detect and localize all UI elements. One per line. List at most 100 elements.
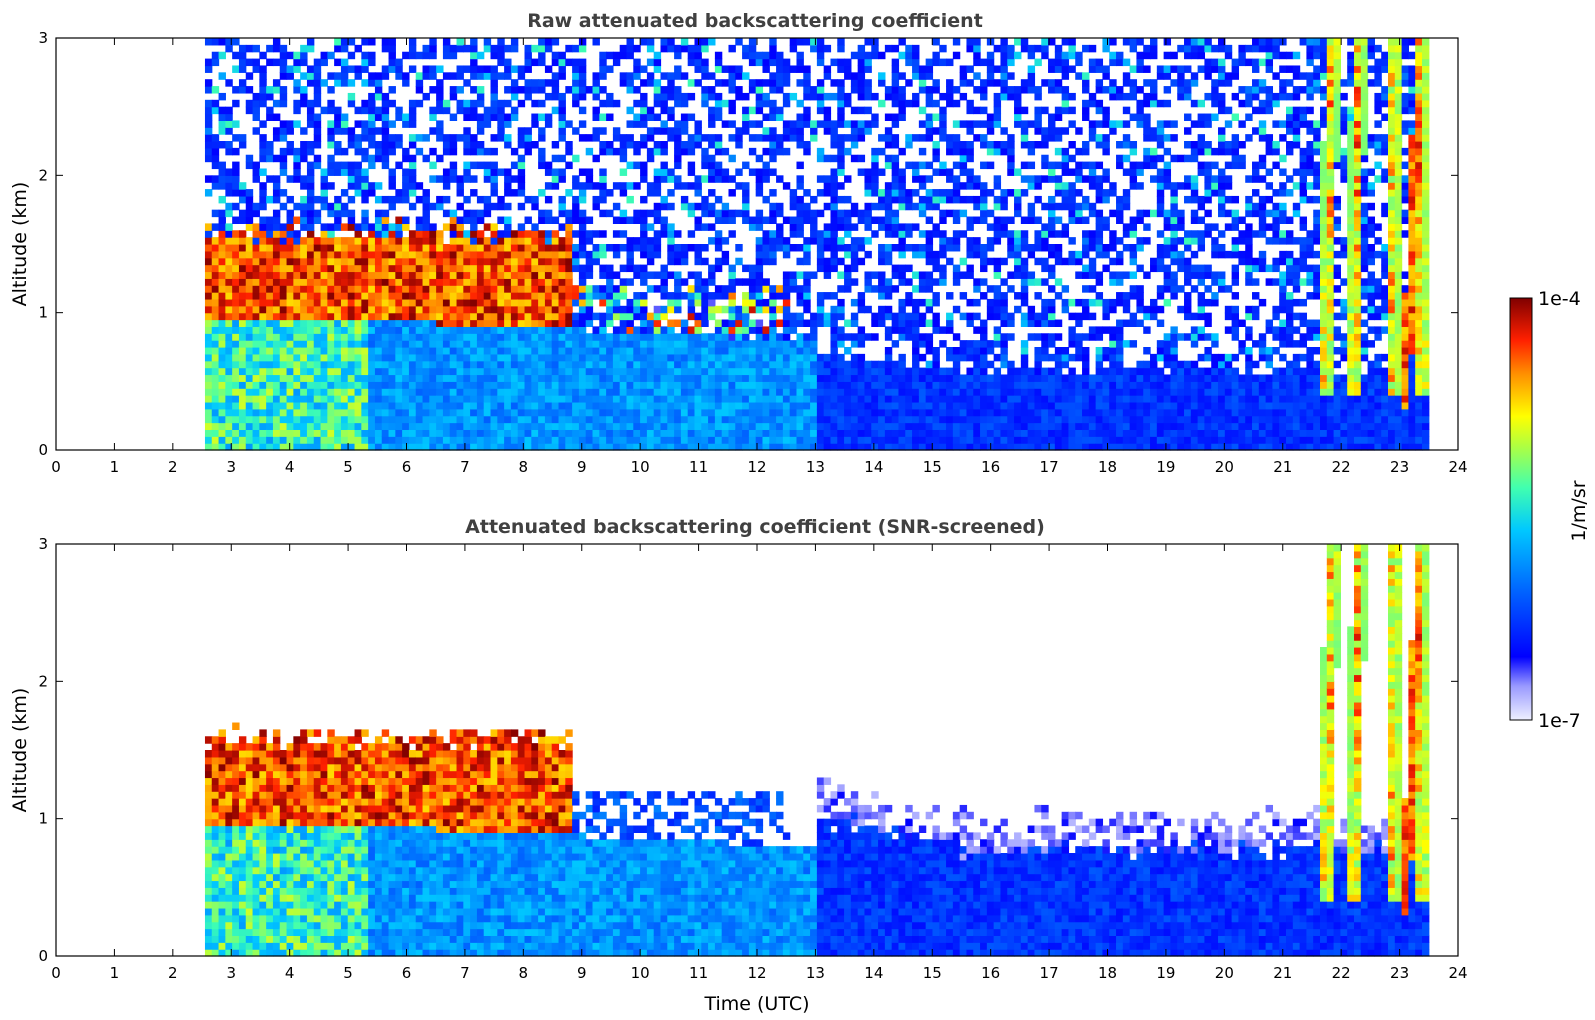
heatmap-cell	[286, 367, 294, 376]
heatmap-cell	[796, 443, 804, 451]
heatmap-cell	[436, 353, 444, 362]
heatmap-cell	[837, 244, 845, 252]
heatmap-cell	[408, 285, 417, 293]
heatmap-cell	[408, 312, 417, 321]
heatmap-cell	[585, 436, 594, 444]
heatmap-cell	[932, 401, 940, 410]
heatmap-cell	[728, 367, 736, 376]
heatmap-cell	[728, 429, 736, 437]
heatmap-cell	[973, 51, 981, 60]
heatmap-cell	[327, 257, 335, 266]
heatmap-cell	[585, 374, 594, 382]
heatmap-cell	[708, 298, 716, 307]
heatmap-cell	[313, 79, 322, 87]
heatmap-cell	[687, 353, 696, 362]
heatmap-cell	[510, 237, 519, 245]
heatmap-cell	[925, 415, 934, 424]
heatmap-cell	[918, 72, 927, 80]
heatmap-cell	[436, 134, 444, 142]
heatmap-cell	[776, 209, 784, 218]
heatmap-cell	[517, 340, 526, 348]
heatmap-cell	[252, 422, 260, 430]
heatmap-cell	[374, 237, 383, 245]
heatmap-cell	[619, 443, 628, 451]
heatmap-cell	[701, 147, 709, 156]
heatmap-cell	[402, 381, 410, 389]
heatmap-cell	[810, 333, 818, 341]
heatmap-cell	[374, 443, 383, 451]
heatmap-cell	[918, 230, 927, 238]
heatmap-cell	[470, 353, 478, 362]
heatmap-cell	[524, 250, 532, 259]
heatmap-cell	[803, 340, 811, 348]
heatmap-cell	[551, 230, 560, 238]
heatmap-cell	[306, 79, 315, 87]
heatmap-cell	[300, 443, 308, 451]
heatmap-cell	[218, 333, 226, 341]
heatmap-cell	[354, 120, 362, 128]
heatmap-cell	[286, 408, 294, 417]
heatmap-cell	[585, 312, 594, 321]
heatmap-cell	[687, 305, 696, 314]
heatmap-cell	[898, 250, 906, 259]
heatmap-cell	[340, 44, 349, 53]
heatmap-cell	[844, 58, 852, 67]
heatmap-cell	[810, 237, 818, 245]
heatmap-cell	[279, 92, 288, 101]
heatmap-cell	[796, 65, 804, 73]
heatmap-cell	[354, 72, 362, 80]
heatmap-cell	[932, 141, 940, 149]
heatmap-cell	[864, 401, 872, 410]
heatmap-cell	[531, 340, 539, 348]
heatmap-cell	[939, 106, 947, 115]
heatmap-cell	[918, 381, 927, 389]
heatmap-cell	[728, 347, 736, 355]
heatmap-cell	[456, 381, 464, 389]
heatmap-cell	[612, 436, 621, 444]
heatmap-cell	[803, 347, 811, 355]
heatmap-cell	[823, 292, 832, 300]
heatmap-cell	[857, 216, 866, 224]
heatmap-cell	[857, 120, 866, 128]
heatmap-cell	[905, 367, 913, 376]
heatmap-cell	[381, 333, 390, 341]
heatmap-cell	[252, 395, 260, 403]
heatmap-cell	[361, 292, 369, 300]
heatmap-cell	[517, 127, 526, 135]
heatmap-cell	[762, 353, 770, 362]
heatmap-cell	[354, 250, 362, 259]
heatmap-cell	[626, 340, 634, 348]
heatmap-cell	[463, 237, 471, 245]
heatmap-cell	[939, 92, 947, 101]
heatmap-cell	[408, 237, 417, 245]
heatmap-cell	[653, 353, 662, 362]
heatmap-cell	[368, 333, 376, 341]
heatmap-cell	[436, 443, 444, 451]
heatmap-cell	[925, 443, 934, 451]
heatmap-cell	[218, 340, 226, 348]
heatmap-cell	[558, 298, 566, 307]
heatmap-cell	[925, 408, 934, 417]
heatmap-cell	[925, 319, 934, 327]
heatmap-cell	[204, 58, 213, 67]
heatmap-cell	[463, 209, 471, 218]
heatmap-cell	[714, 360, 723, 369]
heatmap-cell	[782, 271, 791, 279]
heatmap-cell	[259, 271, 267, 279]
heatmap-cell	[762, 147, 770, 156]
heatmap-cell	[578, 244, 587, 252]
heatmap-cell	[266, 415, 274, 424]
heatmap-cell	[633, 120, 641, 128]
heatmap-cell	[619, 395, 628, 403]
heatmap-cell	[599, 65, 607, 73]
heatmap-cell	[442, 175, 451, 183]
heatmap-cell	[708, 120, 716, 128]
heatmap-cell	[905, 388, 913, 396]
heatmap-cell	[762, 436, 770, 444]
heatmap-cell	[361, 175, 369, 183]
heatmap-cell	[442, 429, 451, 437]
heatmap-cell	[714, 415, 723, 424]
heatmap-cell	[803, 401, 811, 410]
heatmap-cell	[286, 305, 294, 314]
heatmap-cell	[850, 415, 859, 424]
